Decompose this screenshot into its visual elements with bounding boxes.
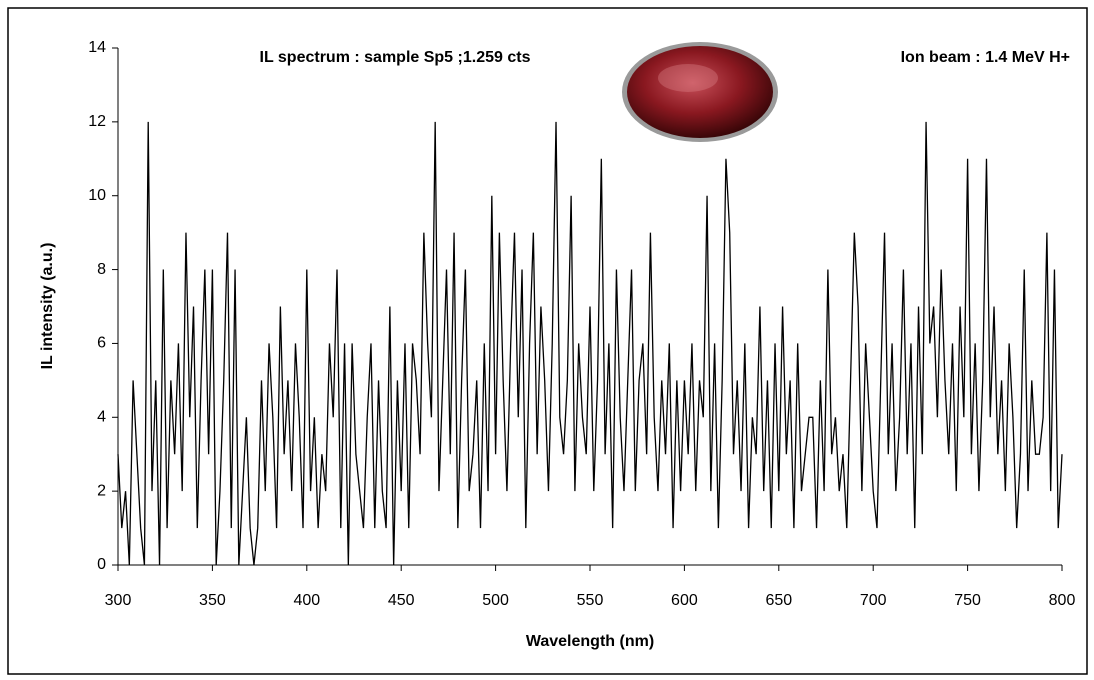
y-tick-label: 8: [97, 261, 106, 278]
x-tick-label: 650: [765, 592, 792, 609]
frame: [7, 7, 1088, 675]
y-tick-label: 14: [88, 39, 106, 56]
gem-picture: [622, 42, 778, 142]
x-axis-label: Wavelength (nm): [526, 633, 654, 650]
x-tick-label: 750: [954, 592, 981, 609]
x-tick-label: 350: [199, 592, 226, 609]
y-tick-label: 10: [88, 187, 106, 204]
x-tick-label: 400: [293, 592, 320, 609]
x-tick-label: 300: [105, 592, 132, 609]
y-tick-label: 2: [97, 482, 106, 499]
x-tick-label: 600: [671, 592, 698, 609]
chart-title: IL spectrum : sample Sp5 ;1.259 cts: [260, 49, 531, 66]
y-tick-label: 0: [97, 556, 106, 573]
x-tick-label: 500: [482, 592, 509, 609]
chart-subtitle: Ion beam : 1.4 MeV H+: [901, 49, 1070, 66]
y-tick-label: 12: [88, 113, 106, 130]
x-tick-label: 700: [860, 592, 887, 609]
x-tick-label: 800: [1049, 592, 1076, 609]
x-tick-label: 450: [388, 592, 415, 609]
y-tick-label: 6: [97, 335, 106, 352]
spectrum-line: [117, 121, 1063, 566]
y-tick-label: 4: [97, 409, 106, 426]
x-tick-label: 550: [577, 592, 604, 609]
y-axis-label: IL intensity (a.u.): [39, 243, 56, 370]
